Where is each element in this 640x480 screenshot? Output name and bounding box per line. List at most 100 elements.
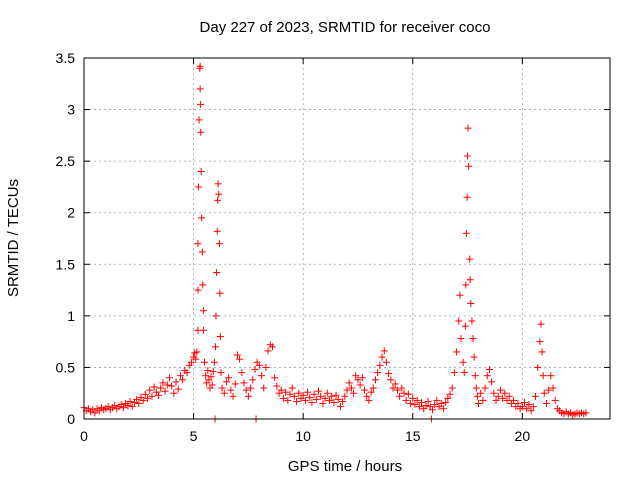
data-point bbox=[464, 124, 472, 132]
y-tick-label: 3 bbox=[67, 102, 75, 118]
data-point bbox=[413, 396, 421, 404]
data-point bbox=[159, 379, 167, 387]
data-point bbox=[389, 384, 397, 392]
data-point bbox=[293, 397, 301, 405]
data-point bbox=[176, 372, 184, 380]
data-point bbox=[216, 332, 224, 340]
data-point bbox=[161, 387, 169, 395]
data-point bbox=[262, 363, 270, 371]
data-point bbox=[290, 392, 298, 400]
data-point bbox=[215, 240, 223, 248]
data-point bbox=[286, 390, 294, 398]
data-point bbox=[260, 384, 268, 392]
data-point bbox=[170, 389, 178, 397]
data-point bbox=[483, 372, 491, 380]
data-point bbox=[400, 389, 408, 397]
data-point bbox=[255, 361, 263, 369]
data-point bbox=[418, 398, 426, 406]
data-point bbox=[378, 353, 386, 361]
data-point bbox=[477, 389, 485, 397]
data-point bbox=[409, 394, 417, 402]
data-point bbox=[207, 373, 215, 381]
data-point bbox=[473, 392, 481, 400]
data-point bbox=[464, 152, 472, 160]
data-point bbox=[192, 355, 200, 363]
data-point bbox=[503, 396, 511, 404]
data-point bbox=[323, 389, 331, 397]
data-point bbox=[542, 400, 550, 408]
data-point bbox=[485, 365, 493, 373]
data-point bbox=[415, 403, 423, 411]
data-point bbox=[187, 358, 195, 366]
data-point bbox=[411, 401, 419, 409]
x-tick-label: 0 bbox=[80, 428, 88, 444]
data-point bbox=[133, 395, 141, 403]
data-point bbox=[393, 386, 401, 394]
data-point bbox=[217, 369, 225, 377]
data-point bbox=[268, 343, 276, 351]
data-point bbox=[209, 368, 217, 376]
data-point bbox=[279, 394, 287, 402]
data-point bbox=[374, 369, 382, 377]
data-point bbox=[361, 386, 369, 394]
data-point bbox=[347, 384, 355, 392]
x-tick-label: 5 bbox=[190, 428, 198, 444]
data-point bbox=[213, 227, 221, 235]
data-point bbox=[453, 348, 461, 356]
data-point bbox=[523, 405, 531, 413]
data-point bbox=[214, 180, 222, 188]
data-point bbox=[216, 289, 224, 297]
data-point bbox=[135, 400, 143, 408]
data-point bbox=[325, 396, 333, 404]
data-point bbox=[492, 396, 500, 404]
data-point bbox=[210, 358, 218, 366]
data-point bbox=[195, 116, 203, 124]
data-point bbox=[475, 400, 482, 408]
data-point bbox=[350, 389, 358, 397]
data-point bbox=[301, 396, 309, 404]
data-point bbox=[119, 404, 127, 412]
data-point bbox=[196, 62, 204, 70]
data-point bbox=[139, 396, 147, 404]
data-point bbox=[199, 326, 207, 334]
data-point bbox=[538, 348, 546, 356]
data-point bbox=[488, 378, 496, 386]
data-point bbox=[295, 389, 303, 397]
data-point bbox=[179, 376, 187, 384]
x-tick-label: 15 bbox=[405, 428, 421, 444]
x-tick-label: 20 bbox=[515, 428, 531, 444]
data-point bbox=[455, 317, 463, 325]
data-point bbox=[540, 389, 548, 397]
data-point bbox=[165, 374, 173, 382]
chart-title: Day 227 of 2023, SRMTID for receiver coc… bbox=[200, 19, 491, 36]
y-tick-label: 0.5 bbox=[56, 359, 76, 375]
data-point bbox=[469, 335, 477, 343]
data-point bbox=[141, 390, 149, 398]
data-point bbox=[264, 347, 272, 355]
data-point bbox=[387, 376, 395, 384]
x-tick-label: 10 bbox=[295, 428, 311, 444]
data-point bbox=[376, 361, 384, 369]
data-point bbox=[144, 394, 152, 402]
data-point bbox=[457, 335, 465, 343]
data-point bbox=[472, 384, 480, 392]
data-point bbox=[229, 392, 237, 400]
data-point bbox=[461, 322, 469, 330]
x-axis-label: GPS time / hours bbox=[288, 458, 402, 475]
data-point bbox=[172, 378, 180, 386]
data-point bbox=[536, 338, 544, 346]
data-point bbox=[168, 382, 176, 390]
data-point bbox=[549, 384, 557, 392]
data-point bbox=[582, 409, 590, 417]
data-point bbox=[466, 255, 474, 263]
data-point bbox=[199, 307, 207, 315]
data-point bbox=[431, 401, 439, 409]
data-point bbox=[514, 400, 522, 408]
data-point bbox=[345, 379, 353, 387]
data-point bbox=[505, 392, 513, 400]
data-point bbox=[518, 403, 526, 411]
data-point bbox=[442, 398, 450, 406]
data-point bbox=[465, 162, 473, 170]
data-point bbox=[545, 386, 553, 394]
data-point bbox=[299, 391, 307, 399]
